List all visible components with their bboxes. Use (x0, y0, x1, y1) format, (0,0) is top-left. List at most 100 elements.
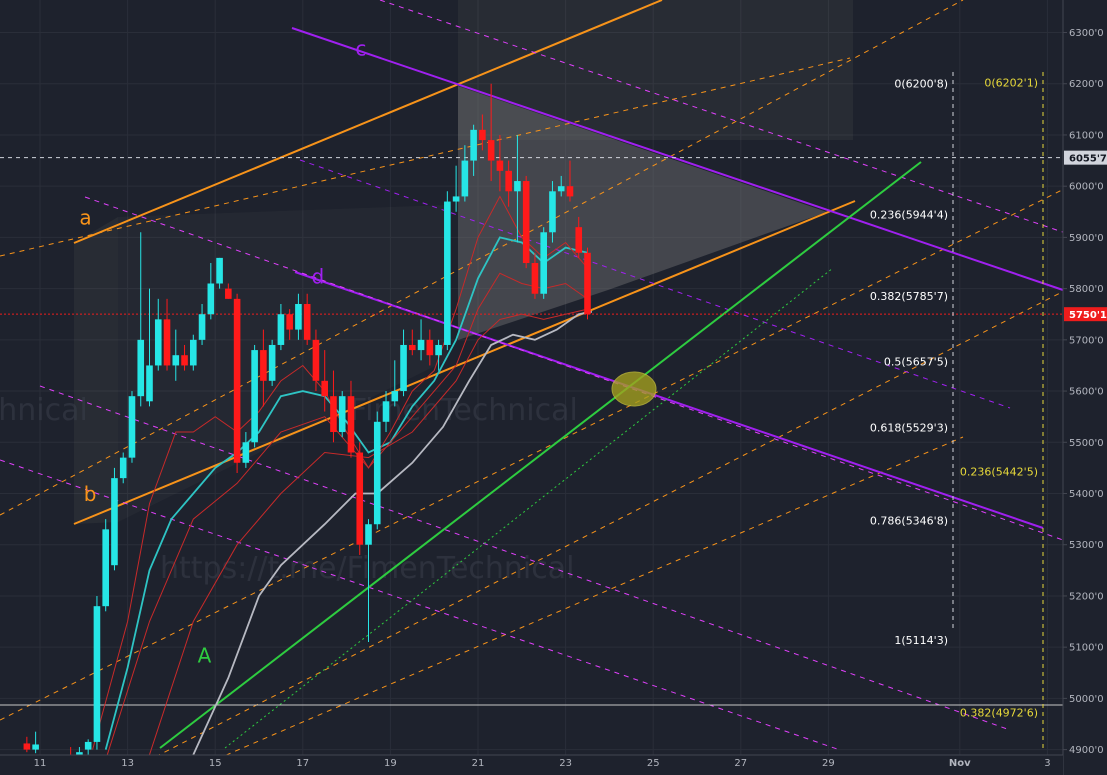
time-axis[interactable]: 11 13 15 17 19 21 23 25 27 29 Nov 3 (0, 754, 1063, 775)
moving-average-4 (192, 310, 593, 756)
candle-body (347, 396, 355, 453)
candle-body (102, 529, 109, 607)
candle (540, 227, 547, 299)
candle-body (557, 186, 565, 192)
candle (557, 175, 565, 197)
candle-body (295, 303, 302, 330)
candle-body (146, 365, 153, 402)
candle-body (303, 303, 311, 340)
candle (286, 309, 293, 340)
triangle-shade (458, 86, 827, 340)
price-axis-bg (1063, 0, 1107, 775)
candle (277, 303, 285, 351)
candle (111, 467, 118, 571)
candle-body (190, 339, 197, 366)
candle-body (119, 457, 127, 479)
watermark: https://t.me/FimenTechnical FimenTechnic… (0, 393, 578, 586)
orange-dash-4 (179, 436, 964, 775)
price-tick-label: 5000'0 (1069, 694, 1104, 705)
candle-body (321, 380, 328, 397)
candle (225, 283, 232, 299)
candle (461, 145, 469, 202)
candle (479, 114, 486, 151)
candle-body (487, 140, 495, 161)
candle (128, 391, 136, 463)
price-tick-label: 5700'0 (1069, 335, 1104, 346)
candle-body (417, 339, 425, 351)
price-axis[interactable]: 4900'0 5000'0 5100'0 5200'0 5300'0 5400'0 5500… (1062, 0, 1107, 775)
moving-average-3 (149, 308, 588, 755)
candle-body (470, 129, 477, 161)
candle (391, 360, 399, 407)
magenta-dash-2 (84, 196, 1064, 541)
candle (365, 519, 372, 643)
candle (514, 134, 521, 243)
candle (102, 519, 109, 612)
purple-channel-top (291, 27, 1064, 291)
candle-body (76, 752, 83, 756)
candle (154, 298, 162, 371)
candle-body (172, 355, 180, 366)
candle-body (365, 524, 372, 545)
candle (268, 339, 276, 386)
channel-shading (74, 0, 853, 524)
fib-levels: 0(6200'8) 0.236(5944'4) 0.382(5785'7) 0.5(5… (870, 77, 1038, 720)
time-tick-label: 29 (822, 758, 835, 769)
candle-body (225, 288, 232, 299)
candle (452, 165, 460, 212)
candle (426, 329, 434, 366)
candle-body (400, 344, 407, 392)
candle-body (32, 744, 39, 750)
price-tick-label: 6200'0 (1069, 79, 1104, 90)
candle (382, 391, 390, 433)
candle-body (409, 344, 416, 351)
candle (146, 288, 153, 407)
candle (409, 329, 416, 356)
price-tick-label: 6100'0 (1069, 130, 1104, 141)
candle (575, 216, 583, 258)
candle-body (330, 396, 337, 433)
candle (181, 344, 188, 371)
candle (242, 432, 250, 468)
moving-average-1 (92, 195, 588, 750)
candle-body (531, 263, 539, 294)
price-tick-label: 5800'0 (1069, 284, 1104, 295)
range-shade-left (74, 217, 118, 524)
candle (417, 319, 425, 361)
candle-body (452, 196, 460, 202)
wave-label-d: d (312, 264, 325, 288)
wave-label-A: A (198, 644, 212, 668)
candle (330, 370, 337, 443)
candle-body (338, 396, 346, 433)
candle-body (522, 181, 530, 264)
candle-body (575, 227, 583, 253)
candle (400, 329, 407, 397)
candle-body (505, 170, 512, 192)
time-tick-label: Nov (949, 758, 971, 769)
candle-body (435, 344, 442, 356)
candle-body (233, 298, 241, 463)
green-dotted (224, 267, 834, 749)
magenta-dash-3 (39, 385, 1011, 731)
moving-average-0 (104, 236, 588, 750)
candle-body (93, 606, 101, 742)
candle (198, 303, 206, 345)
candle-body (391, 391, 399, 402)
time-tick-label: 27 (734, 758, 747, 769)
wave-label-a: a (79, 206, 91, 230)
candle (549, 181, 556, 243)
candle-body (496, 160, 504, 171)
candle (531, 252, 539, 299)
candle-body (207, 283, 215, 315)
candle-body (111, 478, 118, 566)
candle (216, 257, 223, 289)
candle (163, 298, 171, 371)
candle-body (137, 339, 145, 397)
time-tick-label: 21 (472, 758, 485, 769)
candle (338, 391, 346, 438)
fib-level-label: 0.786(5346'8) (870, 515, 948, 528)
price-tag-label: 6055'7 (1069, 154, 1107, 165)
